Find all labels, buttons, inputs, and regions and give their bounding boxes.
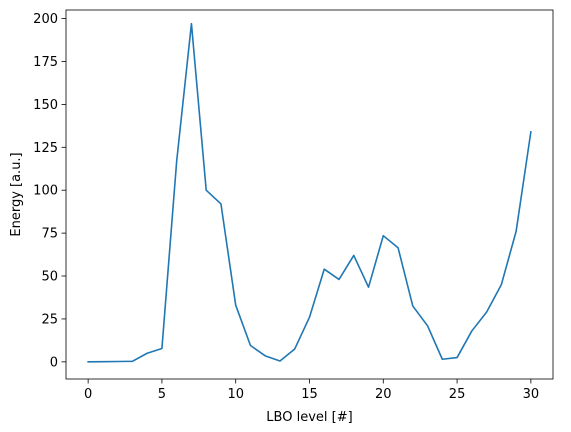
y-tick-label: 200 <box>33 12 58 27</box>
y-tick-label: 150 <box>33 98 58 113</box>
y-tick-label: 175 <box>33 55 58 70</box>
x-axis-label: LBO level [#] <box>266 410 352 425</box>
plot-background <box>66 10 553 379</box>
x-tick-label: 15 <box>301 387 318 402</box>
y-tick-label: 125 <box>33 141 58 156</box>
x-tick-label: 0 <box>84 387 92 402</box>
y-tick-label: 50 <box>41 270 58 285</box>
x-axis-ticks: 0 5 10 15 20 25 30 <box>84 379 539 402</box>
x-tick-label: 30 <box>523 387 540 402</box>
y-tick-label: 100 <box>33 184 58 199</box>
x-tick-label: 20 <box>375 387 392 402</box>
y-tick-label: 25 <box>41 312 58 327</box>
y-tick-label: 0 <box>50 355 58 370</box>
y-axis-ticks: 0 25 50 75 100 125 150 175 200 <box>33 12 66 370</box>
x-tick-label: 10 <box>227 387 244 402</box>
x-tick-label: 25 <box>449 387 466 402</box>
y-tick-label: 75 <box>41 227 58 242</box>
x-tick-label: 5 <box>158 387 166 402</box>
series-layer <box>87 22 532 363</box>
y-axis-label: Energy [a.u.] <box>9 152 24 236</box>
